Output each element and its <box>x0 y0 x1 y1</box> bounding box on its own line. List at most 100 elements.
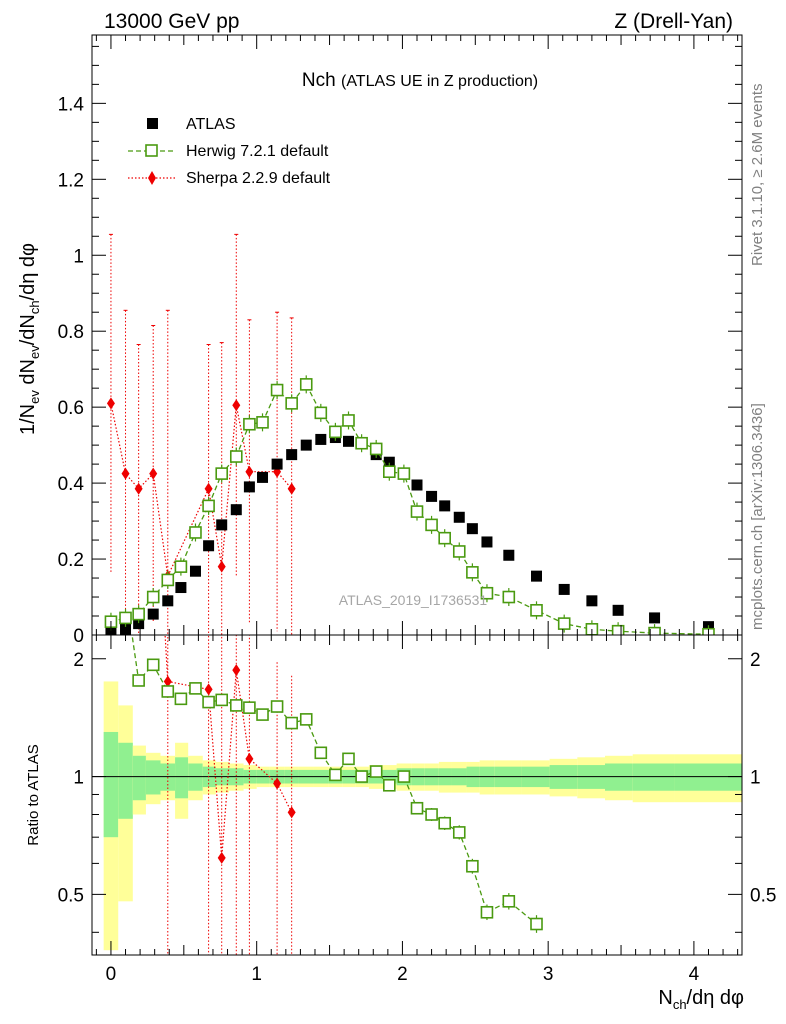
main-ytick-label-5: 1 <box>73 246 84 267</box>
atlas-main-point-24 <box>439 500 451 512</box>
herwig-main-point-14 <box>299 378 313 391</box>
legend-herwig-label: Herwig 7.2.1 default <box>186 143 329 160</box>
herwig-ratio-point-12 <box>285 716 298 730</box>
legend-sherpa-label: Sherpa 2.2.9 default <box>186 170 331 187</box>
mcplots-label: mcplots.cern.ch [arXiv:1306.3436] <box>749 403 766 630</box>
ratio-ytick-label-r-0: 0.5 <box>750 885 776 906</box>
herwig-main-point-21 <box>397 467 411 480</box>
herwig-main-point-20 <box>383 465 396 479</box>
atlas-main-point-32 <box>612 604 624 616</box>
sherpa-ratio-point-4 <box>204 683 213 696</box>
sherpa-main-point-0 <box>106 397 115 410</box>
main-ytick-label-4: 0.8 <box>58 322 84 343</box>
herwig-ratio-point-21 <box>410 801 424 815</box>
band-inner-1 <box>118 742 133 819</box>
herwig-main-point-12 <box>270 383 284 397</box>
herwig-main-point-26 <box>466 566 479 579</box>
herwig-ratio-point-11 <box>270 700 284 713</box>
atlas-main-point-31 <box>586 595 598 607</box>
herwig-main-point-33 <box>648 626 661 635</box>
atlas-main-point-29 <box>531 570 543 582</box>
herwig-main-point-6 <box>189 526 202 539</box>
atlas-main-point-25 <box>453 511 465 523</box>
ratio-ylabel: Ratio to ATLAS <box>25 744 42 845</box>
herwig-main-point-2 <box>132 607 145 621</box>
herwig-ratio-point-26 <box>480 905 494 919</box>
sherpa-main-point-7 <box>232 399 241 412</box>
ratio-xlabel: Nch/dη dφ <box>658 987 744 1012</box>
atlas-main-point-5 <box>175 582 187 594</box>
atlas-main-point-4 <box>162 595 174 607</box>
rivet-label: Rivet 3.1.10, ≥ 2.6M events <box>749 84 766 267</box>
herwig-main-point-32 <box>611 624 625 635</box>
main-title: Nch (ATLAS UE in Z production) <box>302 70 538 91</box>
herwig-ratio-point-2 <box>146 658 160 672</box>
atlas-main-point-3 <box>147 608 159 620</box>
ratio-panel-series <box>131 635 543 955</box>
ratio-ytick-label-r-1: 1 <box>750 768 761 789</box>
xtick-label-2: 2 <box>397 964 408 985</box>
herwig-main-point-1 <box>119 611 132 625</box>
herwig-main-point-22 <box>410 505 424 518</box>
herwig-main-point-30 <box>557 617 571 630</box>
herwig-main-point-19 <box>369 442 383 456</box>
herwig-main-point-9 <box>229 450 243 463</box>
band-inner-33 <box>632 763 675 791</box>
sherpa-main-point-10 <box>287 482 296 495</box>
sherpa-ratio-point-9 <box>287 806 296 819</box>
main-ytick-label-0: 0 <box>73 626 84 647</box>
legend-atlas-marker <box>147 118 158 129</box>
herwig-ratio-point-13 <box>299 713 313 726</box>
sherpa-main-point-3 <box>149 467 158 480</box>
atlas-main-point-2 <box>133 618 145 630</box>
main-ytick-label-7: 1.4 <box>58 94 85 115</box>
herwig-ratio-point-22 <box>425 808 438 821</box>
sherpa-ratio-point-3 <box>163 675 172 688</box>
header-right: Z (Drell-Yan) <box>614 10 733 33</box>
herwig-ratio-point-4 <box>174 692 188 706</box>
sherpa-main-point-5 <box>204 482 213 495</box>
herwig-main-point-7 <box>202 499 215 513</box>
axes: 0 0.2 0.4 0.6 0.8 1 1.2 1.4 0.5 0.5 1 1 2 2 0 1 2 3 4 <box>58 34 776 985</box>
main-panel-series <box>104 233 715 635</box>
main-ylabel: 1/Nev dNev/dNch/dη dφ <box>17 243 42 435</box>
herwig-ratio-point-20 <box>397 770 411 783</box>
atlas-main-point-10 <box>243 481 255 493</box>
herwig-main-point-11 <box>256 416 269 429</box>
sherpa-main-point-1 <box>121 467 130 480</box>
atlas-main-point-12 <box>271 458 283 470</box>
atlas-main-point-23 <box>426 490 438 502</box>
main-title-main: Nch <box>302 70 336 91</box>
ratio-uncertainty-bands <box>92 681 742 951</box>
herwig-ratio-point-7 <box>215 693 229 707</box>
herwig-ratio-point-9 <box>243 701 256 714</box>
main-ytick-label-6: 1.2 <box>58 170 84 191</box>
herwig-main-point-4 <box>161 573 175 587</box>
atlas-main-point-9 <box>230 504 242 516</box>
herwig-ratio-point-28 <box>530 917 543 931</box>
atlas-main-point-13 <box>286 449 298 461</box>
herwig-ratio-point-1 <box>132 674 145 687</box>
atlas-main-point-7 <box>203 540 215 552</box>
watermark: ATLAS_2019_I1736531 <box>339 592 488 608</box>
herwig-ratio-point-27 <box>502 895 516 908</box>
herwig-main-point-29 <box>530 604 543 617</box>
herwig-ratio-point-23 <box>438 816 451 830</box>
herwig-ratio-point-3 <box>161 685 175 698</box>
xtick-label-1: 1 <box>251 964 262 985</box>
herwig-main-point-24 <box>438 531 451 545</box>
herwig-ratio-point-24 <box>452 826 466 839</box>
legend-atlas-label: ATLAS <box>186 116 236 133</box>
atlas-main-point-15 <box>315 433 327 445</box>
herwig-main-point-25 <box>452 545 466 558</box>
atlas-main-point-33 <box>649 612 661 624</box>
legend-sherpa-marker <box>148 171 156 185</box>
ratio-ytick-label-l-1: 1 <box>73 768 84 789</box>
herwig-main-point-13 <box>285 397 298 410</box>
herwig-main-point-17 <box>342 414 355 427</box>
herwig-ratio-point-10 <box>256 708 269 721</box>
header-left: 13000 GeV pp <box>104 10 239 33</box>
herwig-ratio-point-25 <box>466 859 479 873</box>
herwig-ratio-point-19 <box>383 778 396 792</box>
herwig-main-point-10 <box>243 417 256 431</box>
